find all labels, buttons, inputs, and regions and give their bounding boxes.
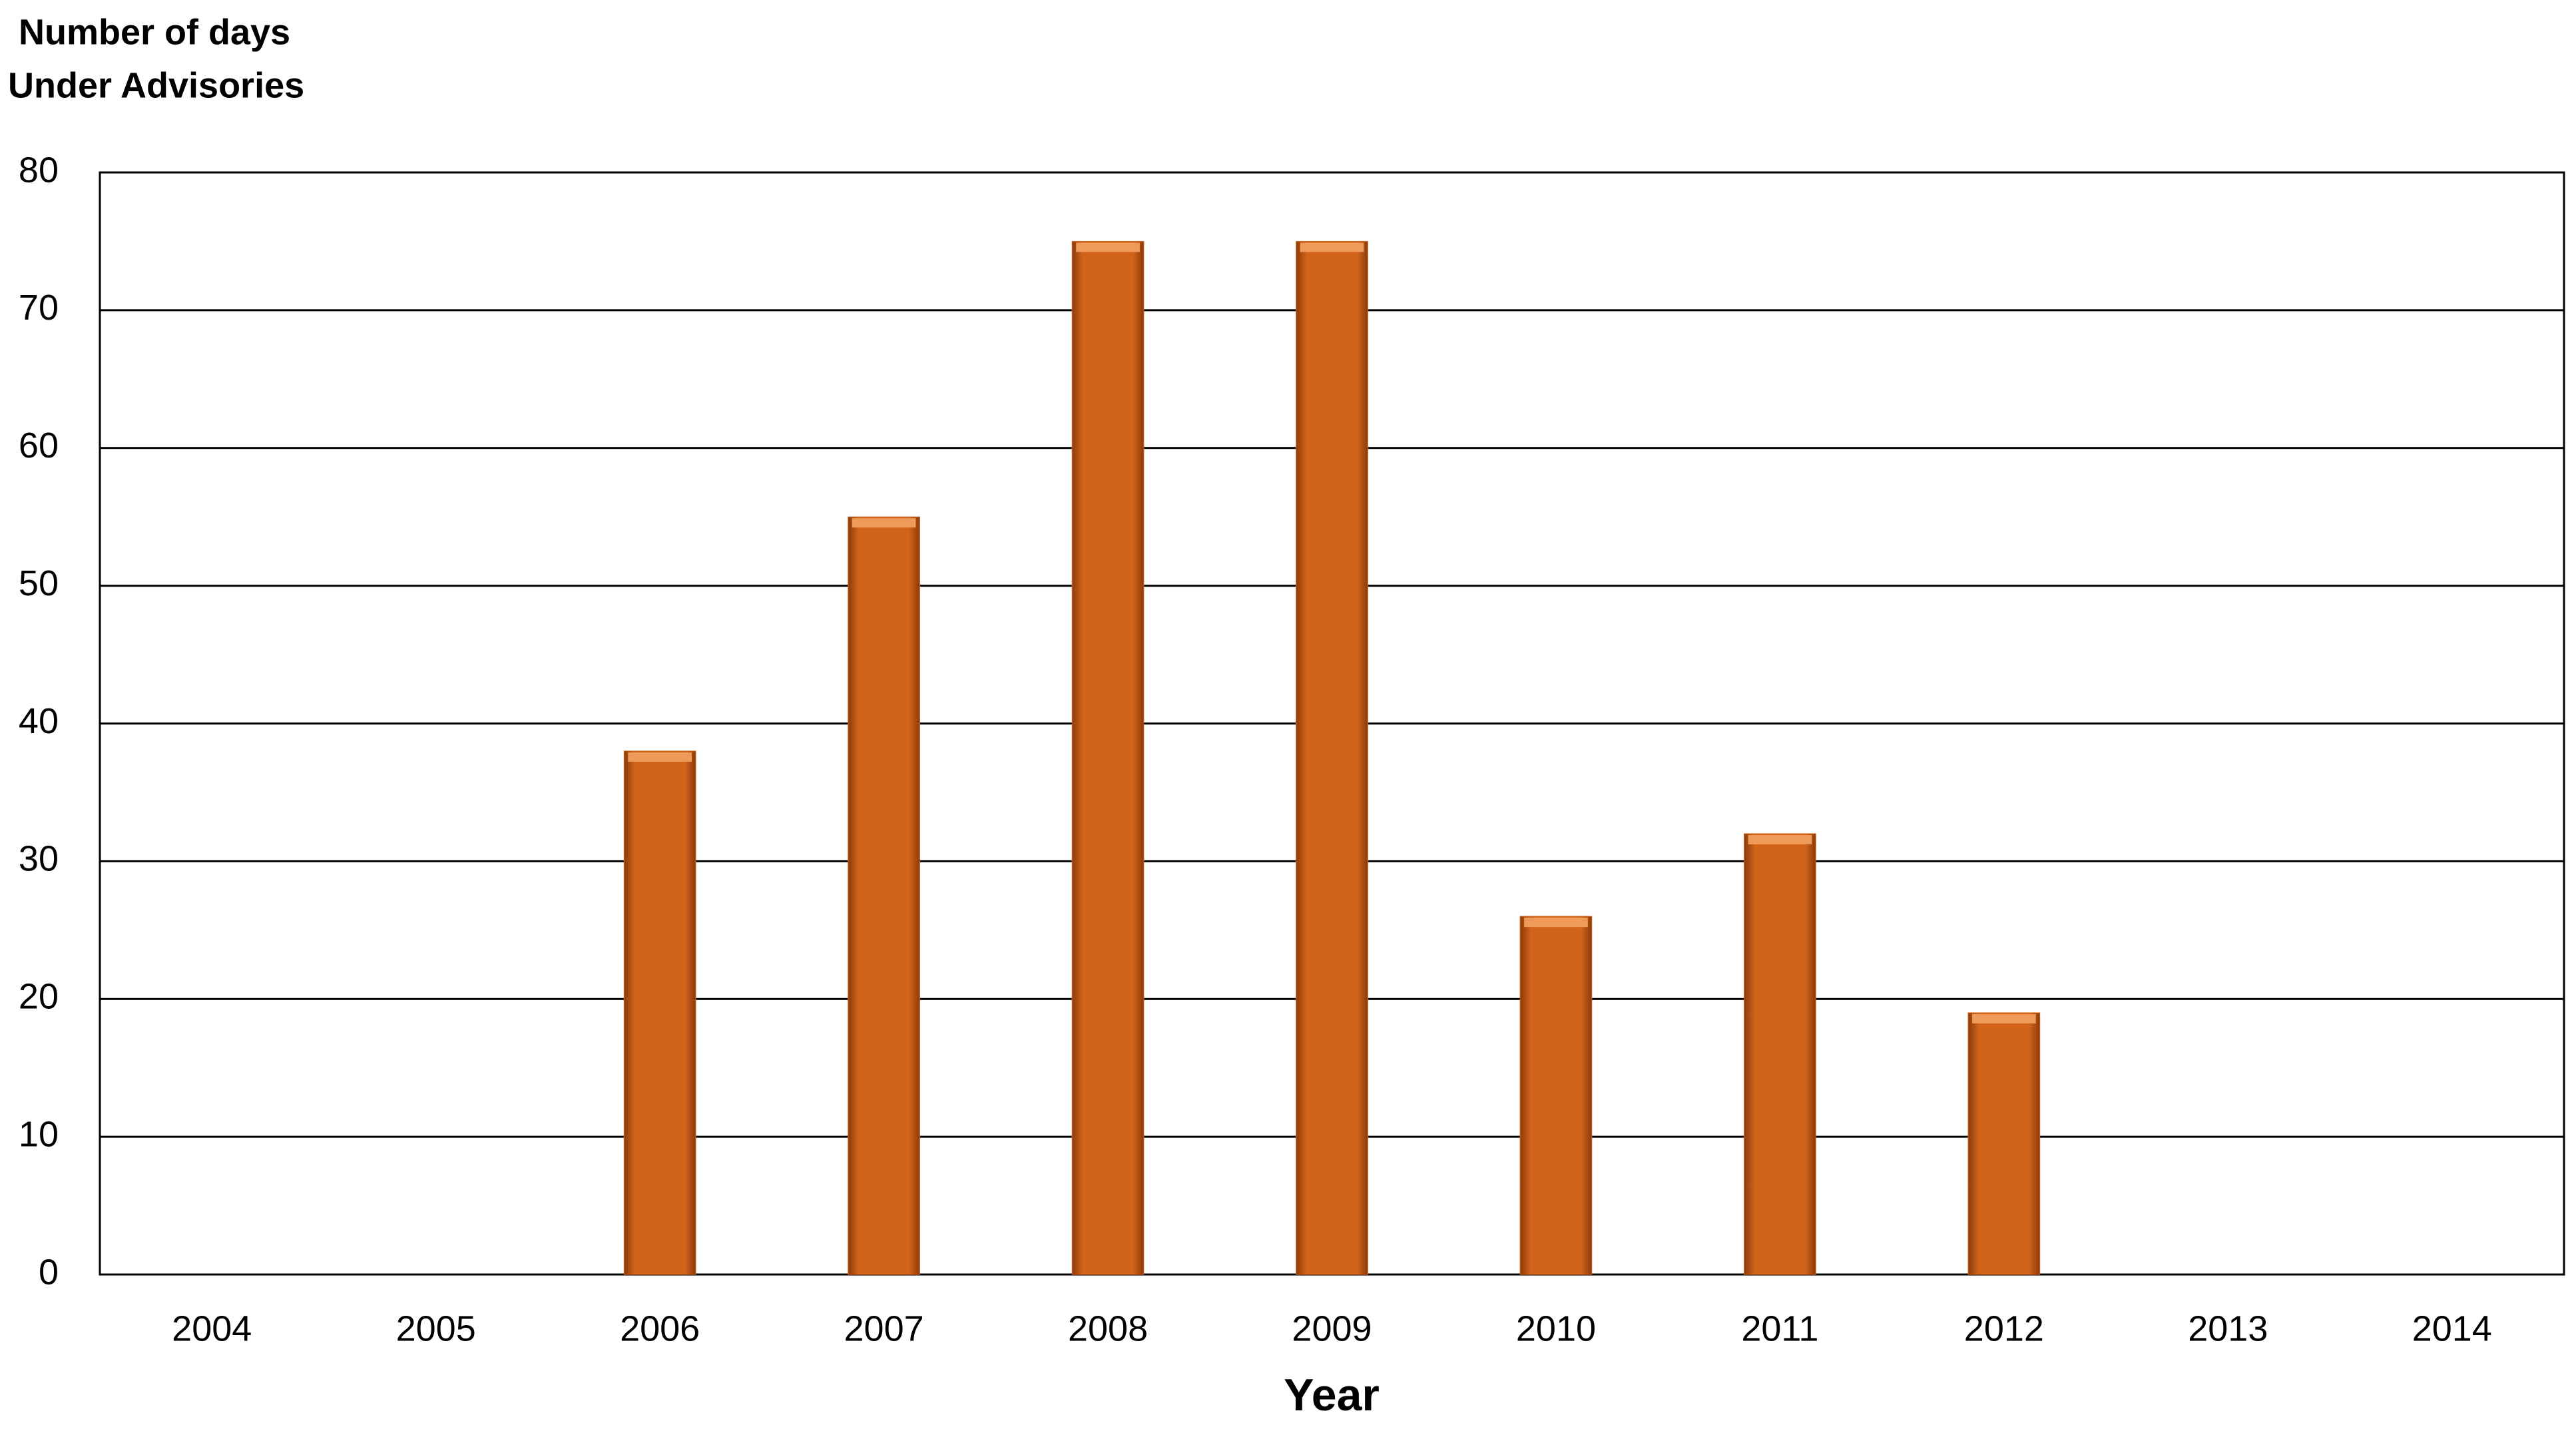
bar <box>623 750 696 1275</box>
y-tick-label: 30 <box>19 839 59 879</box>
x-tick-label: 2014 <box>2412 1308 2492 1348</box>
x-tick-label: 2013 <box>2188 1308 2268 1348</box>
y-tick-label: 0 <box>39 1252 59 1292</box>
bar <box>1296 240 1368 1275</box>
bar <box>1071 240 1145 1275</box>
x-tick-label: 2005 <box>396 1308 476 1348</box>
y-tick-label: 70 <box>19 288 59 328</box>
x-tick-label: 2010 <box>1516 1308 1596 1348</box>
x-tick-label: 2008 <box>1068 1308 1148 1348</box>
x-tick-label: 2009 <box>1292 1308 1372 1348</box>
x-tick-label: 2012 <box>1964 1308 2044 1348</box>
bar <box>1744 833 1816 1275</box>
x-axis-title: Year <box>1284 1370 1380 1420</box>
y-axis-title: Number of days <box>19 12 290 52</box>
x-tick-label: 2011 <box>1741 1308 1818 1348</box>
bar <box>1519 916 1593 1275</box>
x-tick-label: 2007 <box>844 1308 924 1348</box>
y-axis-title: Under Advisories <box>8 65 304 105</box>
y-tick-label: 80 <box>19 150 59 190</box>
y-tick-label: 40 <box>19 701 59 741</box>
y-tick-label: 20 <box>19 977 59 1017</box>
y-tick-label: 60 <box>19 426 59 465</box>
bar <box>848 516 920 1275</box>
x-tick-label: 2004 <box>172 1308 252 1348</box>
x-tick-label: 2006 <box>620 1308 700 1348</box>
bar <box>1967 1012 2041 1275</box>
y-tick-label: 10 <box>19 1114 59 1154</box>
y-tick-label: 50 <box>19 563 59 603</box>
